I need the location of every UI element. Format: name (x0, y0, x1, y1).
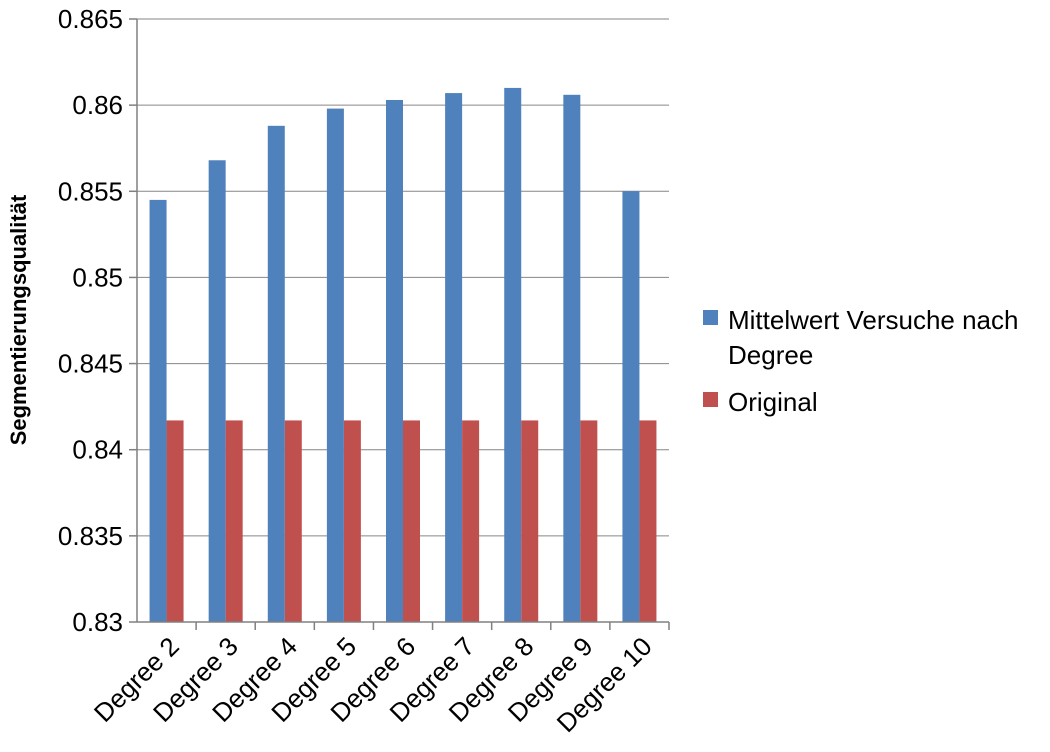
bar (403, 420, 420, 622)
bar (445, 93, 463, 622)
bar (639, 420, 657, 622)
y-tick-label: 0.84 (72, 435, 123, 465)
legend-label: Degree (728, 340, 813, 370)
bar (149, 199, 167, 622)
y-tick-label: 0.85 (72, 262, 123, 292)
legend: Mittelwert Versuche nach Degree Original (703, 305, 1018, 417)
bar (521, 420, 539, 622)
bars (149, 87, 657, 623)
y-tick-label: 0.845 (58, 349, 123, 379)
y-tick-label: 0.865 (58, 4, 123, 34)
bar (208, 160, 226, 622)
axes (136, 19, 669, 623)
bar (326, 108, 344, 623)
bar (343, 420, 361, 622)
bar (225, 420, 243, 622)
y-tick-label: 0.86 (72, 90, 123, 120)
bar (504, 87, 522, 622)
bar (166, 420, 184, 622)
bar (580, 420, 598, 622)
legend-label: Mittelwert Versuche nach (728, 305, 1018, 335)
y-tick-label: 0.855 (58, 176, 123, 206)
legend-swatch (703, 392, 718, 407)
bar (386, 99, 403, 622)
y-tick-labels: 0.83 0.835 0.84 0.845 0.85 0.855 0.86 0.865 (58, 4, 123, 637)
bar (267, 125, 285, 623)
legend-label: Original (728, 387, 818, 417)
bar (563, 94, 581, 622)
y-tick-label: 0.83 (72, 607, 123, 637)
y-axis-title: Segmentierungsqualität (6, 194, 31, 445)
bar (284, 420, 302, 622)
bar (462, 420, 480, 622)
bar (622, 191, 640, 623)
y-tick-label: 0.835 (58, 521, 123, 551)
legend-swatch (703, 310, 718, 325)
